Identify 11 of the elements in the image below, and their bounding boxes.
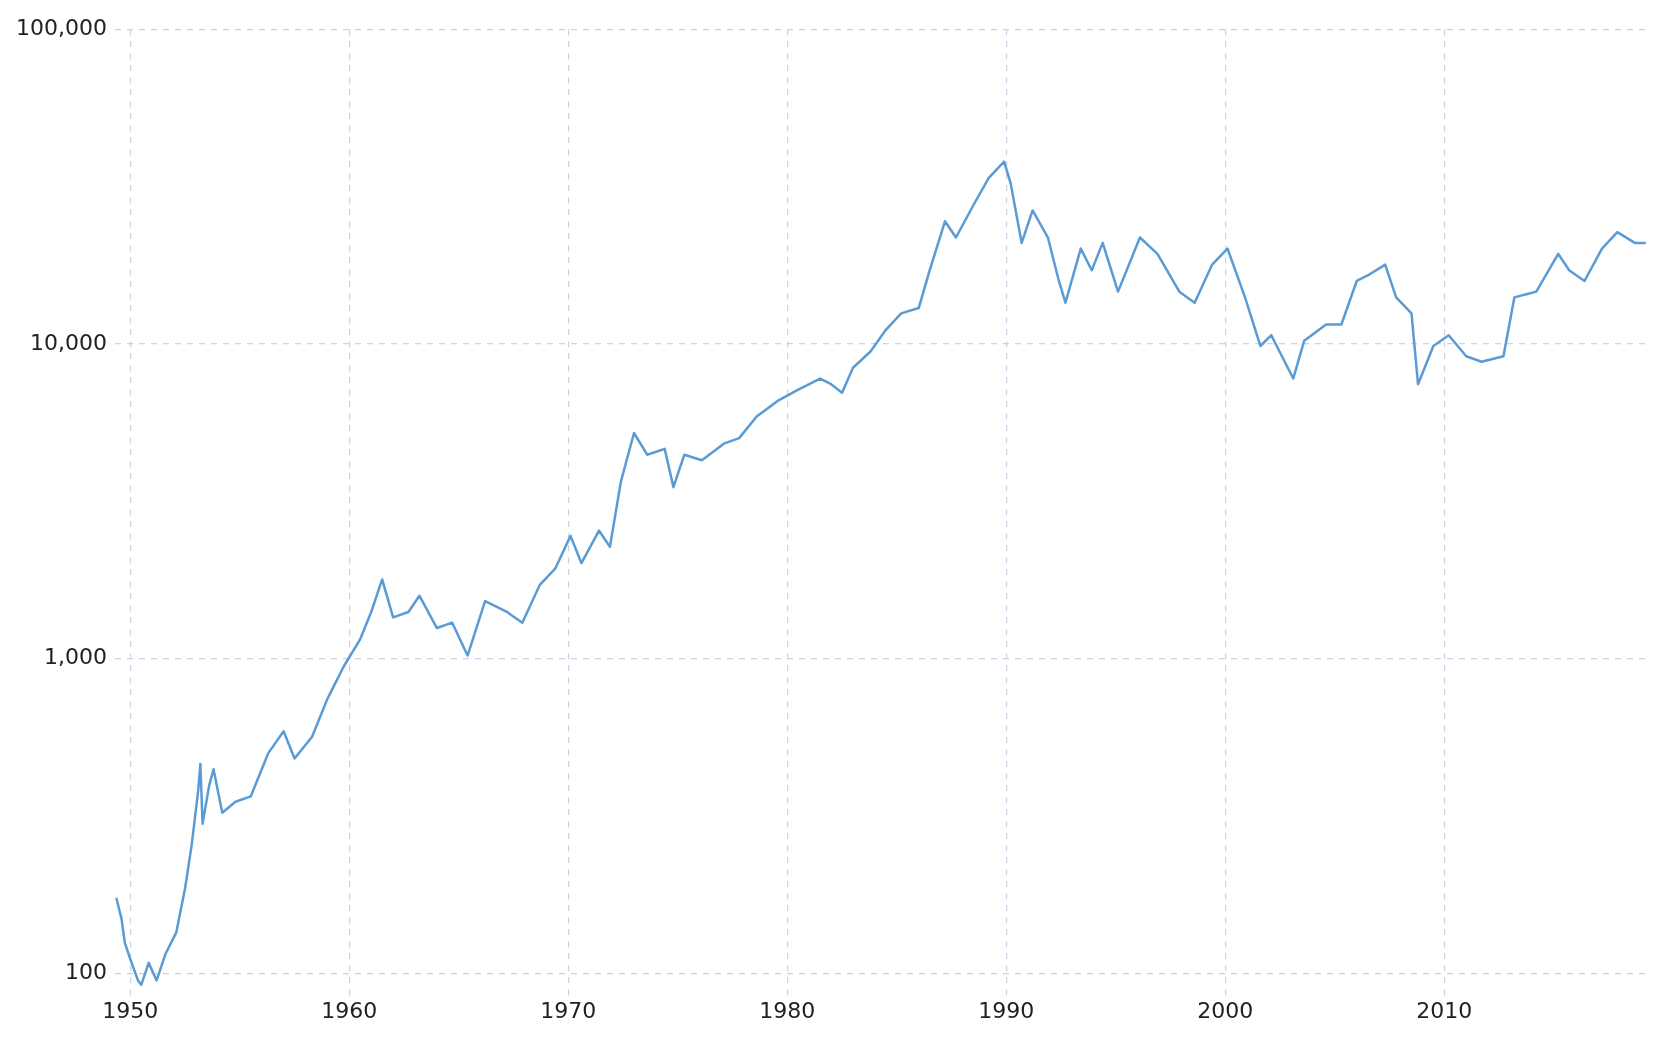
x-tick-label: 1950 [102, 997, 159, 1023]
x-tick-label: 2010 [1416, 997, 1473, 1023]
y-tick-label: 1,000 [43, 644, 107, 670]
y-tick-label: 100,000 [15, 14, 107, 40]
x-tick-label: 1980 [759, 997, 816, 1023]
x-tick-label: 1970 [540, 997, 597, 1023]
x-tick-label: 1960 [321, 997, 378, 1023]
x-tick-label: 1990 [978, 997, 1035, 1023]
y-tick-label: 10,000 [29, 329, 107, 355]
x-tick-label: 2000 [1197, 997, 1254, 1023]
y-tick-label: 100 [64, 959, 107, 985]
